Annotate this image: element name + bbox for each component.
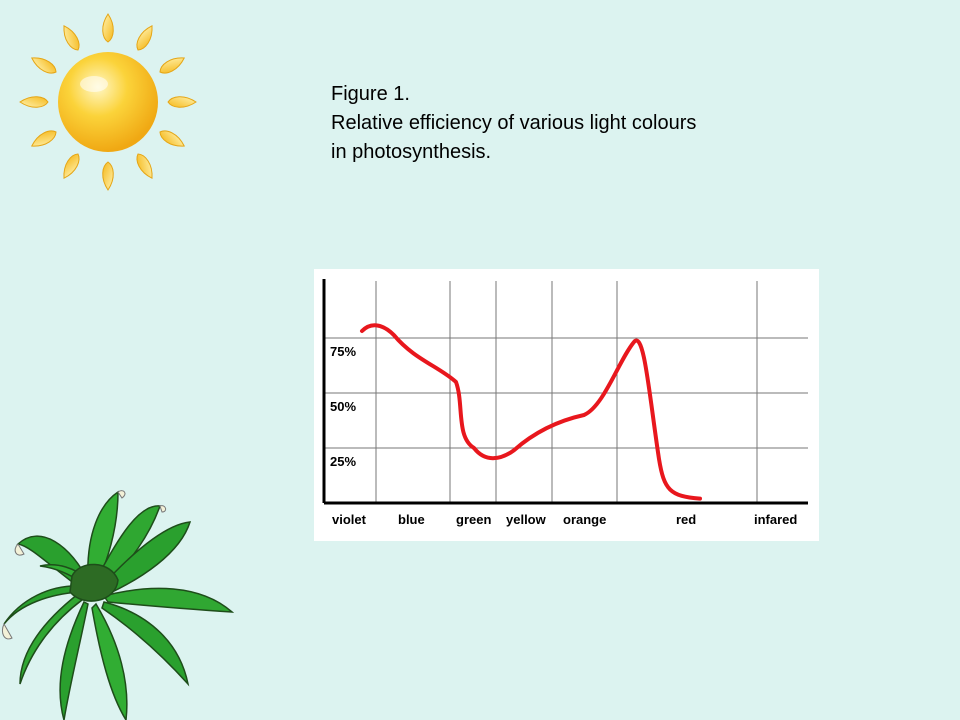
x-tick-label: orange bbox=[563, 512, 606, 527]
y-tick-label: 50% bbox=[330, 399, 356, 414]
y-tick-label: 25% bbox=[330, 454, 356, 469]
caption-line-2: Relative efficiency of various light col… bbox=[331, 112, 697, 134]
chart-axes bbox=[322, 279, 808, 505]
y-tick-label: 75% bbox=[330, 344, 356, 359]
series-curve bbox=[360, 323, 702, 501]
x-tick-label: yellow bbox=[506, 512, 547, 527]
x-tick-label: violet bbox=[332, 512, 367, 527]
x-tick-label: red bbox=[676, 512, 696, 527]
chart-grid bbox=[324, 281, 808, 503]
photosynthesis-chart: 75% 50% 25% violet blue green yellow orange red… bbox=[322, 279, 808, 527]
caption-line-3: in photosynthesis. bbox=[331, 141, 492, 163]
x-tick-labels: violet blue green yellow orange red infared bbox=[332, 512, 797, 527]
y-tick-labels: 75% 50% 25% bbox=[330, 344, 356, 469]
caption-line-1: Figure 1. bbox=[331, 83, 410, 105]
x-tick-label: infared bbox=[754, 512, 797, 527]
figure-caption: Figure 1. Relative efficiency of various… bbox=[331, 80, 801, 167]
x-tick-label: blue bbox=[398, 512, 425, 527]
plant-icon bbox=[1, 490, 235, 720]
chart-panel: 75% 50% 25% violet blue green yellow orange red… bbox=[314, 269, 819, 541]
efficiency-curve bbox=[360, 323, 702, 501]
sun-icon bbox=[19, 13, 197, 191]
x-tick-label: green bbox=[456, 512, 491, 527]
